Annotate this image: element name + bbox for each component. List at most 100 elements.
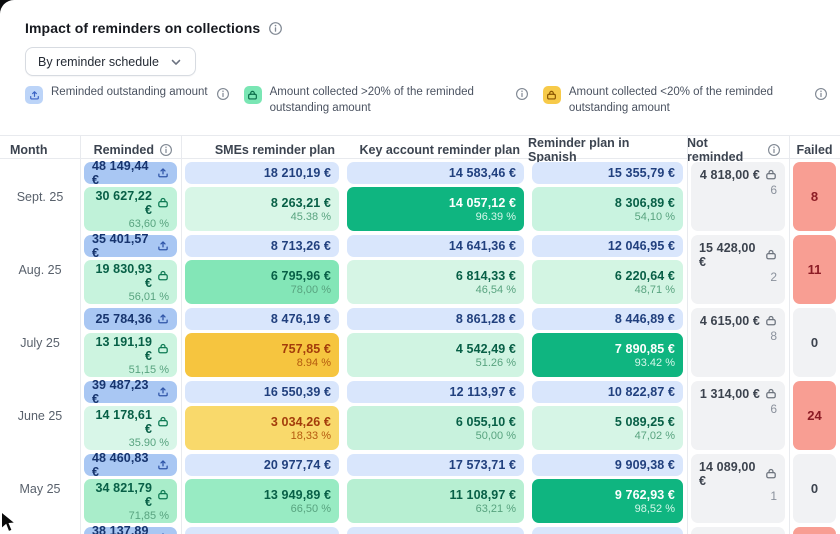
plan-outstanding-amount: 12 113,97 € xyxy=(449,385,516,399)
reminded-collected-percent: 63,60 % xyxy=(128,217,169,230)
plan-outstanding-cell[interactable]: 14 641,36 € xyxy=(347,235,524,257)
not-reminded-cell[interactable]: 1 335,00 € xyxy=(691,527,785,534)
title-info-icon[interactable] xyxy=(268,21,283,36)
schedule-dropdown[interactable]: By reminder schedule xyxy=(25,47,196,76)
not-reminded-amount: 1 314,00 € xyxy=(699,387,760,401)
plan-collected-percent: 47,02 % xyxy=(634,429,675,442)
reminded-outstanding-cell[interactable]: 39 487,23 € xyxy=(84,378,177,406)
plan-outstanding-amount: 8 861,28 € xyxy=(455,312,516,326)
plan-outstanding-cell[interactable]: 8 446,89 € xyxy=(532,308,683,330)
reminded-outstanding-amount: 39 487,23 € xyxy=(92,378,149,406)
plan-collected-cell[interactable]: 14 057,12 € 96.39 % xyxy=(347,187,524,231)
plan-collected-amount: 8 263,21 € xyxy=(270,195,331,210)
plan-outstanding-cell[interactable]: 20 977,74 € xyxy=(185,454,339,476)
reminded-outstanding-cell[interactable]: 48 460,83 € xyxy=(84,451,177,479)
plan-outstanding-amount: 8 713,26 € xyxy=(270,239,331,253)
column-header-key-account-plan: Key account reminder plan xyxy=(359,143,520,157)
table-row: Aug. 25 35 401,57 € 19 830,93 € 56,01 % … xyxy=(0,232,840,304)
plan-collected-cell[interactable]: 7 890,85 € 93.42 % xyxy=(532,333,683,377)
reminded-collected-cell[interactable]: 14 178,61 € 35.90 % xyxy=(84,406,177,450)
reminded-collected-cell[interactable]: 34 821,79 € 71,85 % xyxy=(84,479,177,523)
reminded-outstanding-cell[interactable]: 38 137,89 € xyxy=(84,524,177,534)
plan-outstanding-cell[interactable]: 16 550,39 € xyxy=(185,381,339,403)
plan-outstanding-cell[interactable]: 8 713,26 € xyxy=(185,235,339,257)
table-row: Apr. 25 38 137,89 € xyxy=(0,524,840,534)
plan-collected-percent: 96.39 % xyxy=(475,210,516,223)
failed-cell[interactable]: 0 xyxy=(793,454,836,523)
legend-item-label: Amount collected >20% of the reminded ou… xyxy=(269,86,474,114)
reminded-outstanding-amount: 35 401,57 € xyxy=(92,232,149,260)
failed-count: 0 xyxy=(810,481,819,496)
plan-collected-cell[interactable]: 6 795,96 € 78,00 % xyxy=(185,260,339,304)
plan-outstanding-cell[interactable]: 10 822,87 € xyxy=(532,381,683,403)
plan-collected-cell[interactable]: 3 034,26 € 18,33 % xyxy=(185,406,339,450)
plan-outstanding-cell[interactable] xyxy=(532,527,683,534)
plan-collected-cell[interactable]: 11 108,97 € 63,21 % xyxy=(347,479,524,523)
plan-outstanding-amount: 12 046,95 € xyxy=(607,239,675,253)
plan-outstanding-cell[interactable]: 14 583,46 € xyxy=(347,162,524,184)
plan-collected-cell[interactable]: 6 814,33 € 46,54 % xyxy=(347,260,524,304)
not-reminded-cell[interactable]: 15 428,00 € 2 xyxy=(691,235,785,304)
plan-collected-percent: 66,50 % xyxy=(290,502,331,515)
plan-collected-cell[interactable]: 5 089,25 € 47,02 % xyxy=(532,406,683,450)
not-reminded-cell[interactable]: 1 314,00 € 6 xyxy=(691,381,785,450)
reminded-badge-icon xyxy=(25,86,43,104)
plan-collected-percent: 51.26 % xyxy=(475,356,516,369)
plan-collected-cell[interactable]: 6 055,10 € 50,00 % xyxy=(347,406,524,450)
plan-collected-cell[interactable]: 13 949,89 € 66,50 % xyxy=(185,479,339,523)
plan-collected-cell[interactable]: 9 762,93 € 98,52 % xyxy=(532,479,683,523)
legend-info-icon[interactable] xyxy=(515,87,529,101)
not-reminded-count: 1 xyxy=(770,489,777,503)
plan-collected-cell[interactable]: 4 542,49 € 51.26 % xyxy=(347,333,524,377)
plan-outstanding-cell[interactable]: 9 909,38 € xyxy=(532,454,683,476)
plan-outstanding-amount: 14 583,46 € xyxy=(448,166,516,180)
plan-outstanding-cell[interactable]: 18 210,19 € xyxy=(185,162,339,184)
reminded-outstanding-cell[interactable]: 48 149,44 € xyxy=(84,159,177,187)
plan-outstanding-cell[interactable]: 12 113,97 € xyxy=(347,381,524,403)
not-reminded-info-icon[interactable] xyxy=(767,143,781,157)
plan-collected-amount: 6 055,10 € xyxy=(455,414,516,429)
failed-cell[interactable]: 11 xyxy=(793,235,836,304)
collected-over-20-badge-icon xyxy=(243,86,262,104)
legend-info-icon[interactable] xyxy=(814,87,828,101)
failed-cell[interactable]: 8 xyxy=(793,162,836,231)
reminded-collected-cell[interactable]: 13 191,19 € 51,15 % xyxy=(84,333,177,377)
plan-outstanding-amount: 14 641,36 € xyxy=(448,239,516,253)
reminded-outstanding-cell[interactable]: 25 784,36 xyxy=(84,308,177,330)
plan-collected-cell[interactable]: 8 306,89 € 54,10 % xyxy=(532,187,683,231)
plan-collected-cell[interactable]: 6 220,64 € 48,71 % xyxy=(532,260,683,304)
not-reminded-cell[interactable]: 4 615,00 € 8 xyxy=(691,308,785,377)
collected-amount-icon xyxy=(157,489,169,501)
month-label: Aug. 25 xyxy=(18,262,62,277)
plan-collected-amount: 8 306,89 € xyxy=(614,195,675,210)
plan-outstanding-cell[interactable]: 8 861,28 € xyxy=(347,308,524,330)
plan-collected-cell[interactable]: 8 263,21 € 45.38 % xyxy=(185,187,339,231)
reminded-collected-cell[interactable]: 30 627,22 € 63,60 % xyxy=(84,187,177,231)
not-reminded-cell[interactable]: 14 089,00 € 1 xyxy=(691,454,785,523)
not-reminded-amount-icon xyxy=(765,468,777,480)
legend-info-icon[interactable] xyxy=(216,87,230,101)
plan-collected-percent: 45.38 % xyxy=(290,210,331,223)
plan-collected-percent: 78,00 % xyxy=(290,283,331,296)
reminded-outstanding-cell[interactable]: 35 401,57 € xyxy=(84,232,177,260)
plan-collected-cell[interactable]: 757,85 € 8.94 % xyxy=(185,333,339,377)
plan-outstanding-cell[interactable]: 8 476,19 € xyxy=(185,308,339,330)
plan-outstanding-cell[interactable]: 15 355,79 € xyxy=(532,162,683,184)
not-reminded-cell[interactable]: 4 818,00 € 6 xyxy=(691,162,785,231)
legend-item-label: Reminded outstanding amount xyxy=(51,86,208,98)
reminder-sent-icon xyxy=(157,167,169,179)
plan-collected-percent: 18,33 % xyxy=(290,429,331,442)
plan-outstanding-cell[interactable] xyxy=(185,527,339,534)
reminded-info-icon[interactable] xyxy=(159,143,173,157)
plan-collected-amount: 7 890,85 € xyxy=(614,341,675,356)
failed-cell[interactable] xyxy=(793,527,836,534)
failed-cell[interactable]: 24 xyxy=(793,381,836,450)
reminded-collected-amount: 34 821,79 € xyxy=(95,480,152,509)
failed-cell[interactable]: 0 xyxy=(793,308,836,377)
not-reminded-count: 2 xyxy=(770,270,777,284)
plan-outstanding-cell[interactable] xyxy=(347,527,524,534)
plan-outstanding-cell[interactable]: 12 046,95 € xyxy=(532,235,683,257)
reminded-collected-cell[interactable]: 19 830,93 € 56,01 % xyxy=(84,260,177,304)
plan-outstanding-cell[interactable]: 17 573,71 € xyxy=(347,454,524,476)
reminded-collected-percent: 35.90 % xyxy=(128,436,169,449)
